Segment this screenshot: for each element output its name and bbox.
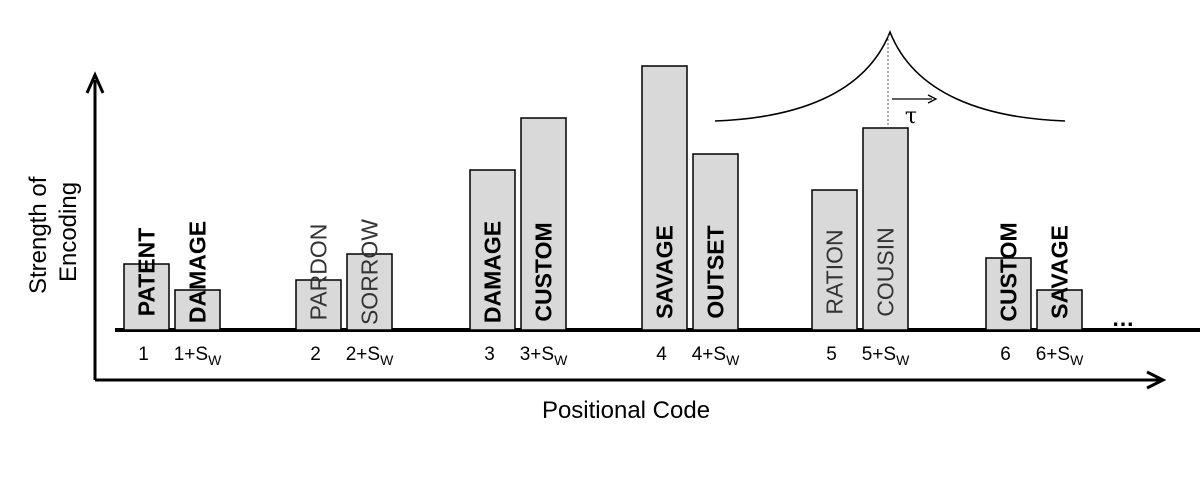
tick-label-1-sw: 1+SW <box>174 344 222 368</box>
y-axis-arrowhead <box>85 71 105 94</box>
bar-word-4-b: OUTSET <box>703 225 729 318</box>
tick-label-4: 4 <box>656 344 667 365</box>
continuation-ellipsis: … <box>1112 305 1135 331</box>
tick-label-2-sw: 2+SW <box>346 344 394 368</box>
x-axis-arrowhead <box>1146 370 1167 390</box>
tick-label-3-sw: 3+SW <box>520 344 568 368</box>
decay-kernel-curve <box>714 29 1066 122</box>
tau-arrowhead <box>927 94 938 104</box>
bar-word-2-b: SORROW <box>357 219 383 325</box>
bar-3-a <box>469 169 516 331</box>
tick-label-2: 2 <box>310 344 321 365</box>
bar-word-1-b: DAMAGE <box>185 221 211 323</box>
bar-word-4-a: SAVAGE <box>652 225 678 319</box>
bar-word-2-a: PARDON <box>306 224 332 321</box>
bar-6-b <box>1036 289 1083 331</box>
bar-word-3-a: DAMAGE <box>480 221 506 323</box>
bar-word-3-b: CUSTOM <box>531 222 557 321</box>
bar-word-5-b: COUSIN <box>873 227 899 316</box>
bar-word-6-b: SAVAGE <box>1047 225 1073 319</box>
tick-label-6-sw: 6+SW <box>1036 344 1084 368</box>
tick-label-4-sw: 4+SW <box>692 344 740 368</box>
x-axis-label: Positional Code <box>542 397 710 424</box>
y-axis-label: Strength of Encoding <box>25 170 82 294</box>
bar-5-a <box>811 189 858 331</box>
bar-5-b <box>862 127 909 331</box>
tau-symbol: τ <box>905 104 917 129</box>
y-axis-label-line-2: Encoding <box>55 182 82 282</box>
tick-label-5: 5 <box>826 344 837 365</box>
bar-2-a <box>295 279 342 331</box>
tick-label-5-sw: 5+SW <box>862 344 910 368</box>
bar-4-a <box>641 65 688 331</box>
tick-label-3: 3 <box>484 344 495 365</box>
bar-group: PATENT DAMAGE 1 1+SW PARDON SORROW 2 2+SW DAMAGE… <box>123 65 1084 368</box>
bar-2-b <box>346 253 393 331</box>
bar-1-b <box>174 289 221 331</box>
bar-3-b <box>520 117 567 331</box>
tick-label-6: 6 <box>1000 344 1011 365</box>
bar-4-b <box>692 153 739 331</box>
bar-word-6-a: CUSTOM <box>996 222 1022 321</box>
bar-word-1-a: PATENT <box>134 228 160 317</box>
bar-word-5-a: RATION <box>822 229 848 314</box>
tick-label-1: 1 <box>138 344 149 365</box>
y-axis-label-line-1: Strength of <box>25 176 52 294</box>
bar-1-a <box>123 263 170 331</box>
bar-6-a <box>985 257 1032 331</box>
